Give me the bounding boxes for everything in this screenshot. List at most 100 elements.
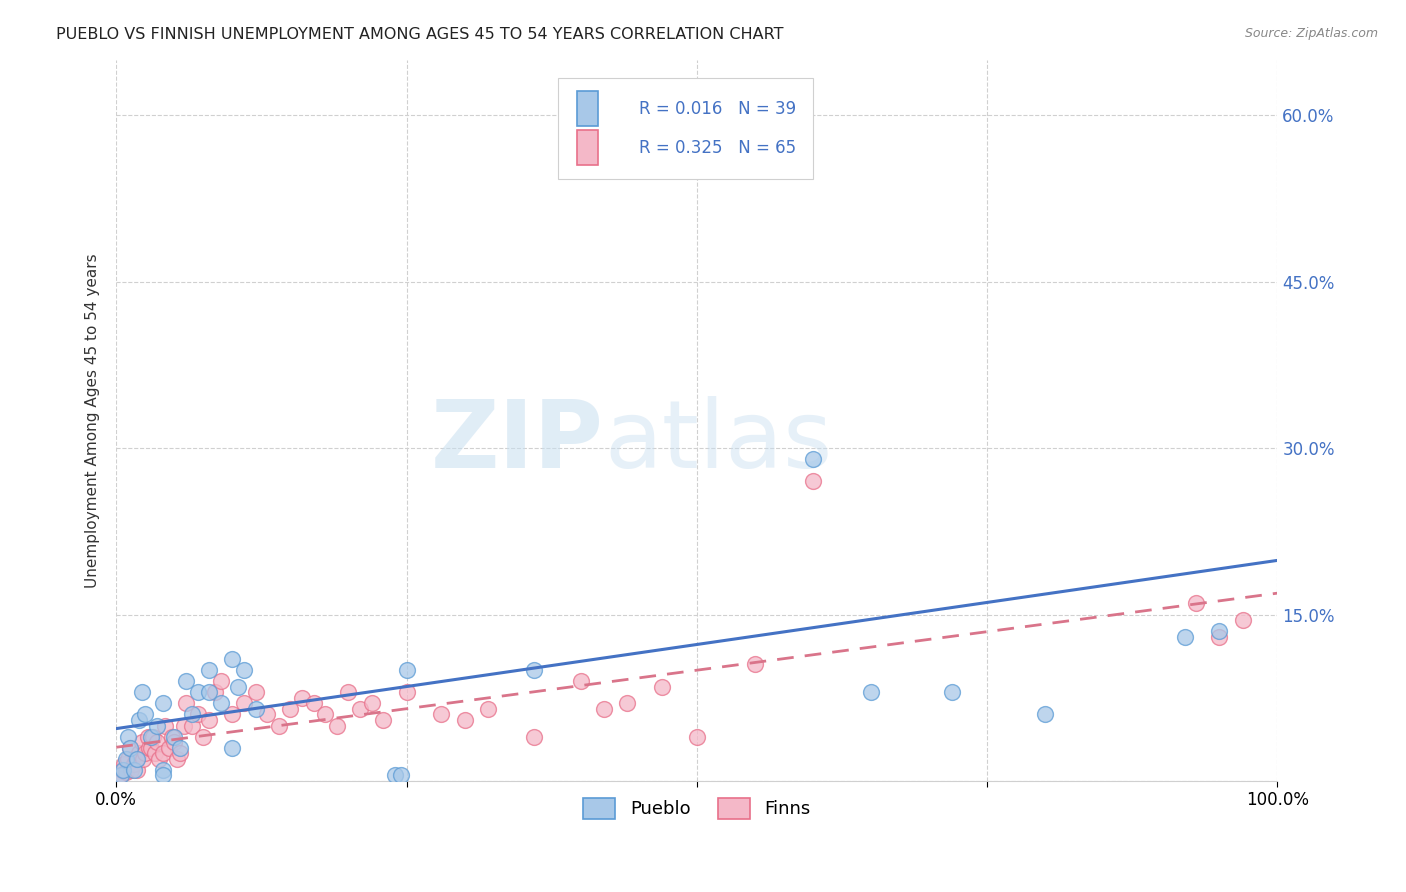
- Point: [138, 740, 160, 755]
- Point: [163, 735, 186, 749]
- Point: [139, 730, 162, 744]
- Point: [616, 696, 638, 710]
- Point: [291, 690, 314, 705]
- Point: [349, 702, 371, 716]
- Point: [389, 768, 412, 782]
- Point: [453, 713, 475, 727]
- Point: [112, 757, 135, 772]
- Point: [131, 685, 153, 699]
- Point: [146, 718, 169, 732]
- Point: [801, 452, 824, 467]
- Text: ZIP: ZIP: [432, 396, 605, 488]
- Point: [395, 685, 418, 699]
- Point: [157, 740, 180, 755]
- Point: [651, 680, 673, 694]
- Point: [120, 740, 142, 755]
- Point: [174, 696, 197, 710]
- Point: [122, 757, 145, 772]
- Point: [245, 685, 267, 699]
- Point: [114, 752, 136, 766]
- Point: [117, 752, 139, 766]
- Point: [128, 713, 150, 727]
- Point: [111, 763, 134, 777]
- Point: [122, 763, 145, 777]
- Point: [163, 730, 186, 744]
- Point: [187, 685, 209, 699]
- Point: [256, 707, 278, 722]
- Point: [174, 674, 197, 689]
- Point: [1208, 624, 1230, 639]
- FancyBboxPatch shape: [578, 130, 598, 165]
- Text: PUEBLO VS FINNISH UNEMPLOYMENT AMONG AGES 45 TO 54 YEARS CORRELATION CHART: PUEBLO VS FINNISH UNEMPLOYMENT AMONG AGE…: [56, 27, 783, 42]
- Point: [198, 663, 221, 677]
- Point: [148, 752, 170, 766]
- Point: [221, 652, 243, 666]
- Point: [209, 696, 232, 710]
- Point: [131, 735, 153, 749]
- Point: [143, 746, 166, 760]
- Point: [187, 707, 209, 722]
- Point: [160, 730, 183, 744]
- Point: [686, 730, 709, 744]
- Point: [193, 730, 215, 744]
- Point: [134, 707, 156, 722]
- Point: [166, 752, 188, 766]
- Point: [267, 718, 290, 732]
- Point: [302, 696, 325, 710]
- Point: [198, 685, 221, 699]
- Point: [373, 713, 395, 727]
- Text: Source: ZipAtlas.com: Source: ZipAtlas.com: [1244, 27, 1378, 40]
- Point: [593, 702, 616, 716]
- Point: [152, 763, 174, 777]
- Point: [221, 740, 243, 755]
- Point: [1033, 707, 1056, 722]
- Point: [221, 707, 243, 722]
- Point: [180, 707, 202, 722]
- Point: [108, 768, 131, 782]
- Point: [134, 746, 156, 760]
- Point: [233, 696, 256, 710]
- Point: [523, 730, 546, 744]
- Point: [430, 707, 453, 722]
- Point: [139, 740, 162, 755]
- Y-axis label: Unemployment Among Ages 45 to 54 years: Unemployment Among Ages 45 to 54 years: [86, 253, 100, 588]
- Point: [477, 702, 499, 716]
- Point: [337, 685, 360, 699]
- Point: [173, 718, 195, 732]
- Point: [1208, 630, 1230, 644]
- Point: [112, 763, 135, 777]
- Point: [120, 740, 142, 755]
- Point: [117, 730, 139, 744]
- Point: [142, 730, 165, 744]
- Point: [127, 752, 149, 766]
- Point: [245, 702, 267, 716]
- Point: [132, 752, 155, 766]
- Point: [233, 663, 256, 677]
- Point: [152, 696, 174, 710]
- Point: [136, 730, 159, 744]
- Point: [125, 752, 148, 766]
- Text: R = 0.325   N = 65: R = 0.325 N = 65: [638, 138, 796, 157]
- Point: [314, 707, 336, 722]
- Point: [110, 768, 132, 782]
- Point: [280, 702, 302, 716]
- Point: [114, 765, 136, 780]
- Point: [204, 685, 226, 699]
- Point: [395, 663, 418, 677]
- FancyBboxPatch shape: [578, 91, 598, 126]
- Point: [1185, 596, 1208, 610]
- Point: [1232, 613, 1254, 627]
- Point: [384, 768, 406, 782]
- Point: [180, 718, 202, 732]
- Point: [744, 657, 766, 672]
- Point: [146, 735, 169, 749]
- Point: [169, 740, 191, 755]
- FancyBboxPatch shape: [558, 78, 813, 178]
- Point: [152, 746, 174, 760]
- Point: [1173, 630, 1195, 644]
- Point: [169, 746, 191, 760]
- Point: [801, 475, 824, 489]
- Point: [198, 713, 221, 727]
- Point: [941, 685, 963, 699]
- Point: [569, 674, 592, 689]
